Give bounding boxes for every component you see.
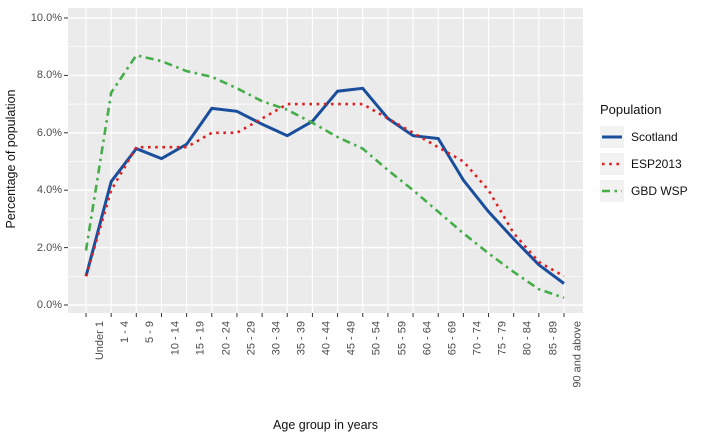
legend-title: Population <box>600 102 662 117</box>
x-tick-label: 1 - 4 <box>119 321 132 344</box>
legend-item-scotland: Scotland <box>600 126 705 148</box>
x-tick-label: 20 - 24 <box>219 321 232 356</box>
x-tick-label: 15 - 19 <box>194 321 207 356</box>
y-tick-label: 4.0% <box>36 184 62 197</box>
x-tick-label: 25 - 29 <box>244 321 257 356</box>
x-tick-label: 65 - 69 <box>446 321 459 356</box>
x-tick-label: 30 - 34 <box>270 321 283 356</box>
legend-label: Scotland <box>631 130 678 144</box>
x-tick-label: 90 and above <box>572 321 584 388</box>
x-axis-title: Age group in years <box>273 418 378 432</box>
legend-key-solid-line-icon <box>600 126 624 148</box>
x-tick-label: 40 - 44 <box>320 321 333 356</box>
legend-item-gbd-wsp: GBD WSP <box>600 180 705 202</box>
legend-item-esp2013: ESP2013 <box>600 153 705 175</box>
series-line-esp2013 <box>84 102 565 278</box>
y-axis-title: Percentage of population <box>4 89 18 229</box>
legend-label: GBD WSP <box>631 184 688 198</box>
y-tick-label: 0.0% <box>36 299 62 311</box>
x-tick-label: 5 - 9 <box>144 321 157 344</box>
legend-key-dashdot-line-icon <box>600 180 624 202</box>
x-tick-label: 75 - 79 <box>496 321 509 356</box>
legend: Population Scotland ESP2013 GBD WSP <box>600 102 705 207</box>
y-tick-label: 6.0% <box>36 126 62 139</box>
x-tick-label: 70 - 74 <box>471 321 484 356</box>
plot-panel <box>68 8 583 313</box>
series-line-scotland <box>84 86 565 285</box>
y-tick-label: 2.0% <box>36 241 62 254</box>
x-tick-label: Under 1 <box>94 321 106 361</box>
y-tick-label: 8.0% <box>36 69 62 82</box>
x-tick-label: 35 - 39 <box>295 321 308 356</box>
x-tick-label: 50 - 54 <box>370 321 383 356</box>
x-tick-label: 10 - 14 <box>169 321 182 356</box>
x-tick-label: 80 - 84 <box>521 321 534 356</box>
x-tick-label: 60 - 64 <box>421 321 434 356</box>
series-line-gbd-wsp <box>84 53 565 300</box>
x-tick-label: 55 - 59 <box>395 321 408 356</box>
x-tick-label: 85 - 89 <box>546 321 559 356</box>
x-tick-label: 45 - 49 <box>345 321 358 356</box>
legend-label: ESP2013 <box>631 157 682 171</box>
legend-key-dotted-line-icon <box>600 153 624 175</box>
y-tick-label: 10.0% <box>30 12 62 24</box>
